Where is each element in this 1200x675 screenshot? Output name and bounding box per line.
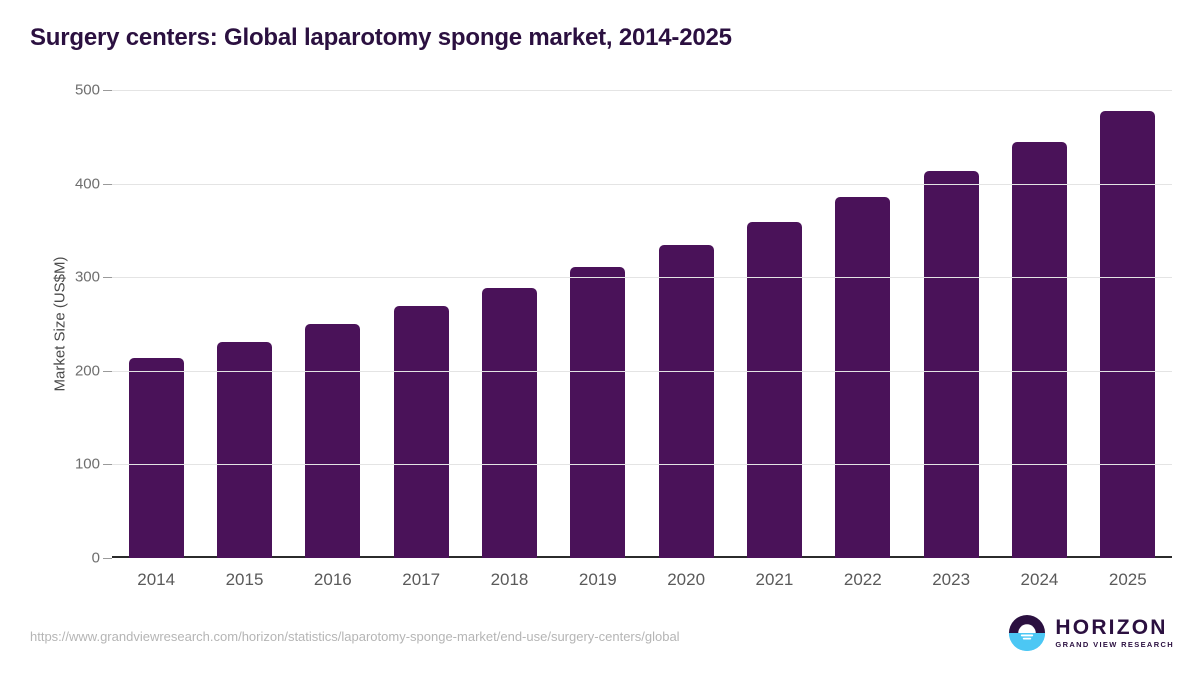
bar[interactable]: [658, 245, 714, 558]
bar-slot: 2021: [730, 90, 818, 589]
y-tick-label: 100: [74, 455, 100, 473]
bar-slot: 2016: [289, 90, 377, 589]
bar[interactable]: [305, 324, 361, 558]
bar-slot: 2022: [819, 90, 907, 589]
plot-area: 2014 2015 2016 2017 2018 2019 2020 2021 2022 2023…: [75, 82, 1172, 589]
x-tick-label: 2023: [932, 570, 971, 589]
y-tick-mark: [103, 558, 112, 559]
bar-slot: 2019: [554, 90, 642, 589]
bar-slot: 2023: [907, 90, 995, 589]
x-tick-label: 2025: [1108, 570, 1147, 589]
bar-slot: 2018: [465, 90, 553, 589]
bar-slot: 2014: [112, 90, 200, 589]
bar-slot: 2017: [377, 90, 465, 589]
x-tick-label: 2022: [843, 570, 882, 589]
gridline: [112, 464, 1172, 466]
x-tick-label: 2015: [225, 570, 264, 589]
bar[interactable]: [923, 170, 979, 558]
source-url[interactable]: https://www.grandviewresearch.com/horizo…: [30, 629, 680, 644]
gridline: [112, 277, 1172, 279]
bar-series: 2014 2015 2016 2017 2018 2019 2020 2021 2022 2023…: [112, 90, 1172, 589]
page-title: Surgery centers: Global laparotomy spong…: [30, 24, 732, 51]
bar[interactable]: [481, 287, 537, 558]
bar[interactable]: [216, 341, 272, 558]
y-tick-mark: [103, 183, 112, 185]
y-tick-label: 500: [74, 81, 100, 99]
horizon-logo: HORIZON GRAND VIEW RESEARCH: [1008, 614, 1174, 652]
y-tick-label: 300: [74, 268, 100, 286]
x-tick-label: 2014: [137, 570, 176, 589]
y-tick-label: 400: [74, 175, 100, 193]
y-tick-mark: [103, 464, 112, 466]
logo-name: HORIZON: [1055, 616, 1168, 640]
x-tick-label: 2021: [755, 570, 794, 589]
gridline: [112, 183, 1172, 185]
y-axis-title-wrapper: Market Size (US$M): [42, 90, 69, 558]
bar-slot: 2024: [995, 90, 1083, 589]
x-tick-label: 2017: [402, 570, 441, 589]
bar[interactable]: [570, 266, 626, 558]
logo-subtitle: GRAND VIEW RESEARCH: [1055, 640, 1174, 650]
x-tick-label: 2020: [667, 570, 706, 589]
bar[interactable]: [1011, 142, 1067, 558]
gridline: [112, 90, 1172, 91]
bar[interactable]: [128, 357, 184, 558]
bar-slot: 2020: [642, 90, 730, 589]
bar[interactable]: [393, 306, 449, 558]
y-tick-mark: [103, 90, 112, 91]
y-tick-label: 0: [91, 549, 100, 567]
horizon-logo-icon: [1009, 614, 1046, 652]
bar-slot: 2015: [200, 90, 288, 589]
x-axis-line: [112, 556, 1172, 558]
y-tick-label: 200: [74, 362, 100, 380]
y-tick-mark: [103, 277, 112, 279]
x-tick-label: 2018: [490, 570, 529, 589]
y-tick-mark: [103, 370, 112, 372]
bar[interactable]: [1100, 110, 1156, 558]
x-tick-label: 2024: [1020, 570, 1059, 589]
bar[interactable]: [746, 221, 802, 558]
bar[interactable]: [835, 196, 891, 558]
x-tick-label: 2019: [578, 570, 617, 589]
gridline: [112, 370, 1172, 372]
bar-slot: 2025: [1084, 90, 1172, 589]
x-tick-label: 2016: [313, 570, 352, 589]
horizon-logo-text: HORIZON GRAND VIEW RESEARCH: [1055, 617, 1174, 649]
